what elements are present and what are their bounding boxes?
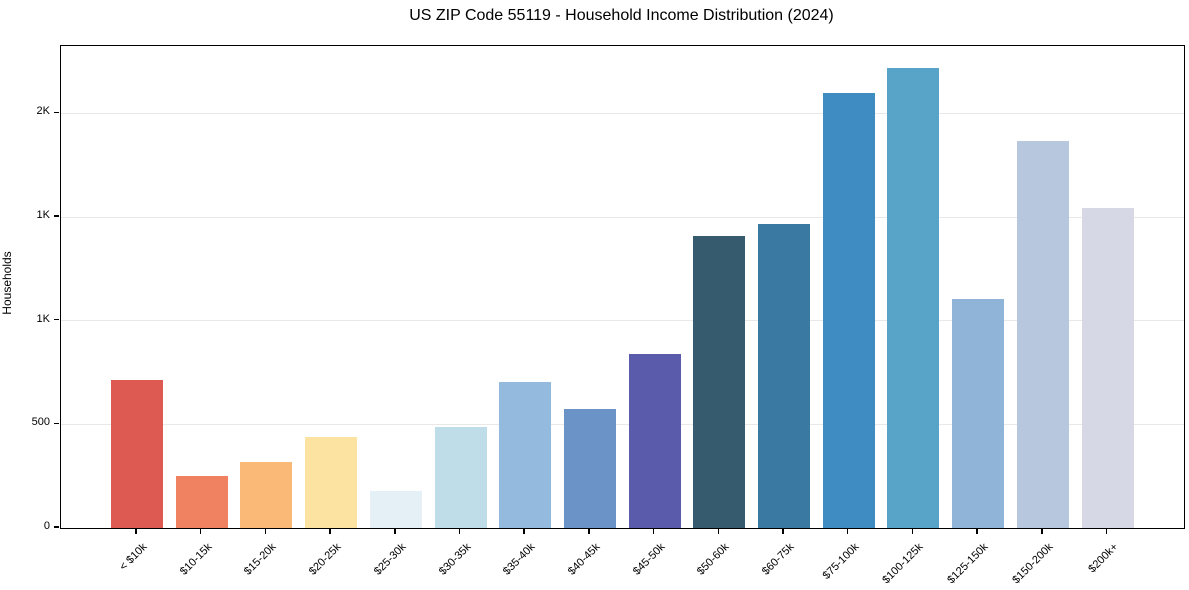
x-tick-mark: [329, 528, 331, 534]
x-tick-mark: [976, 528, 978, 534]
x-tick-label: $75-100k: [820, 541, 862, 582]
x-tick-mark: [1105, 528, 1108, 534]
bar-$35-40k: [499, 381, 552, 528]
y-tick-label: 500: [31, 416, 50, 429]
y-tick-mark: [53, 111, 59, 114]
x-tick-label: $45-50k: [630, 541, 668, 578]
bar-$30-35k: [434, 427, 487, 528]
bar-$45-50k: [628, 353, 681, 528]
y-tick-label: 1K: [36, 209, 50, 222]
x-tick-mark: [394, 528, 396, 534]
y-tick-mark: [53, 526, 59, 528]
x-tick-label: $200k+: [1085, 541, 1120, 576]
gridline: [61, 320, 1184, 322]
bar-$10-15k: [175, 476, 228, 528]
x-tick-mark: [782, 528, 784, 534]
y-tick-label: 1K: [36, 312, 50, 325]
x-tick-label: $125-150k: [945, 541, 991, 587]
bar-$25-30k: [369, 490, 422, 528]
bar-$50-60k: [693, 235, 746, 528]
bar-$75-100k: [822, 92, 875, 528]
gridline: [61, 423, 1184, 425]
x-tick-label: $50-60k: [695, 541, 732, 578]
x-tick-mark: [523, 528, 525, 534]
gridline: [61, 216, 1184, 218]
y-tick-mark: [53, 318, 59, 321]
x-tick-label: $100-125k: [880, 541, 926, 587]
x-tick-label: $150-200k: [1010, 541, 1056, 587]
bar-$40-45k: [563, 408, 616, 528]
gridline: [61, 112, 1184, 114]
x-tick-mark: [652, 528, 655, 534]
x-tick-mark: [199, 528, 202, 534]
bar-$20-25k: [305, 436, 358, 528]
x-tick-mark: [717, 528, 720, 534]
x-tick-mark: [458, 528, 461, 534]
x-tick-mark: [911, 528, 914, 534]
x-tick-label: $15-20k: [242, 541, 279, 578]
x-tick-mark: [135, 528, 137, 534]
bar-$100-125k: [887, 67, 940, 528]
y-tick-mark: [53, 215, 59, 217]
y-tick-label: 0: [43, 520, 50, 532]
x-tick-label: $60-75k: [759, 541, 797, 578]
x-tick-label: < $10k: [117, 541, 150, 574]
x-tick-label: $25-30k: [371, 541, 409, 578]
x-tick-label: $20-25k: [306, 541, 344, 578]
bar-< $10k: [111, 379, 163, 528]
bar-$15-20k: [240, 461, 293, 528]
y-tick-label: 2K: [36, 105, 50, 118]
chart-title: US ZIP Code 55119 - Household Income Dis…: [409, 7, 834, 24]
x-tick-mark: [264, 528, 267, 534]
bar-$150-200k: [1016, 141, 1069, 528]
x-tick-mark: [1041, 528, 1043, 534]
bar-$60-75k: [758, 224, 810, 528]
x-tick-label: $30-35k: [436, 541, 473, 578]
x-tick-label: $10-15k: [177, 541, 215, 578]
x-tick-mark: [588, 528, 590, 534]
x-tick-label: $40-45k: [565, 541, 603, 578]
x-tick-label: $35-40k: [501, 541, 538, 578]
y-tick-mark: [53, 422, 59, 425]
bar-$125-150k: [952, 298, 1005, 528]
plot-area: [60, 45, 1185, 529]
x-tick-mark: [846, 528, 849, 534]
bar-$200k+: [1081, 207, 1134, 528]
